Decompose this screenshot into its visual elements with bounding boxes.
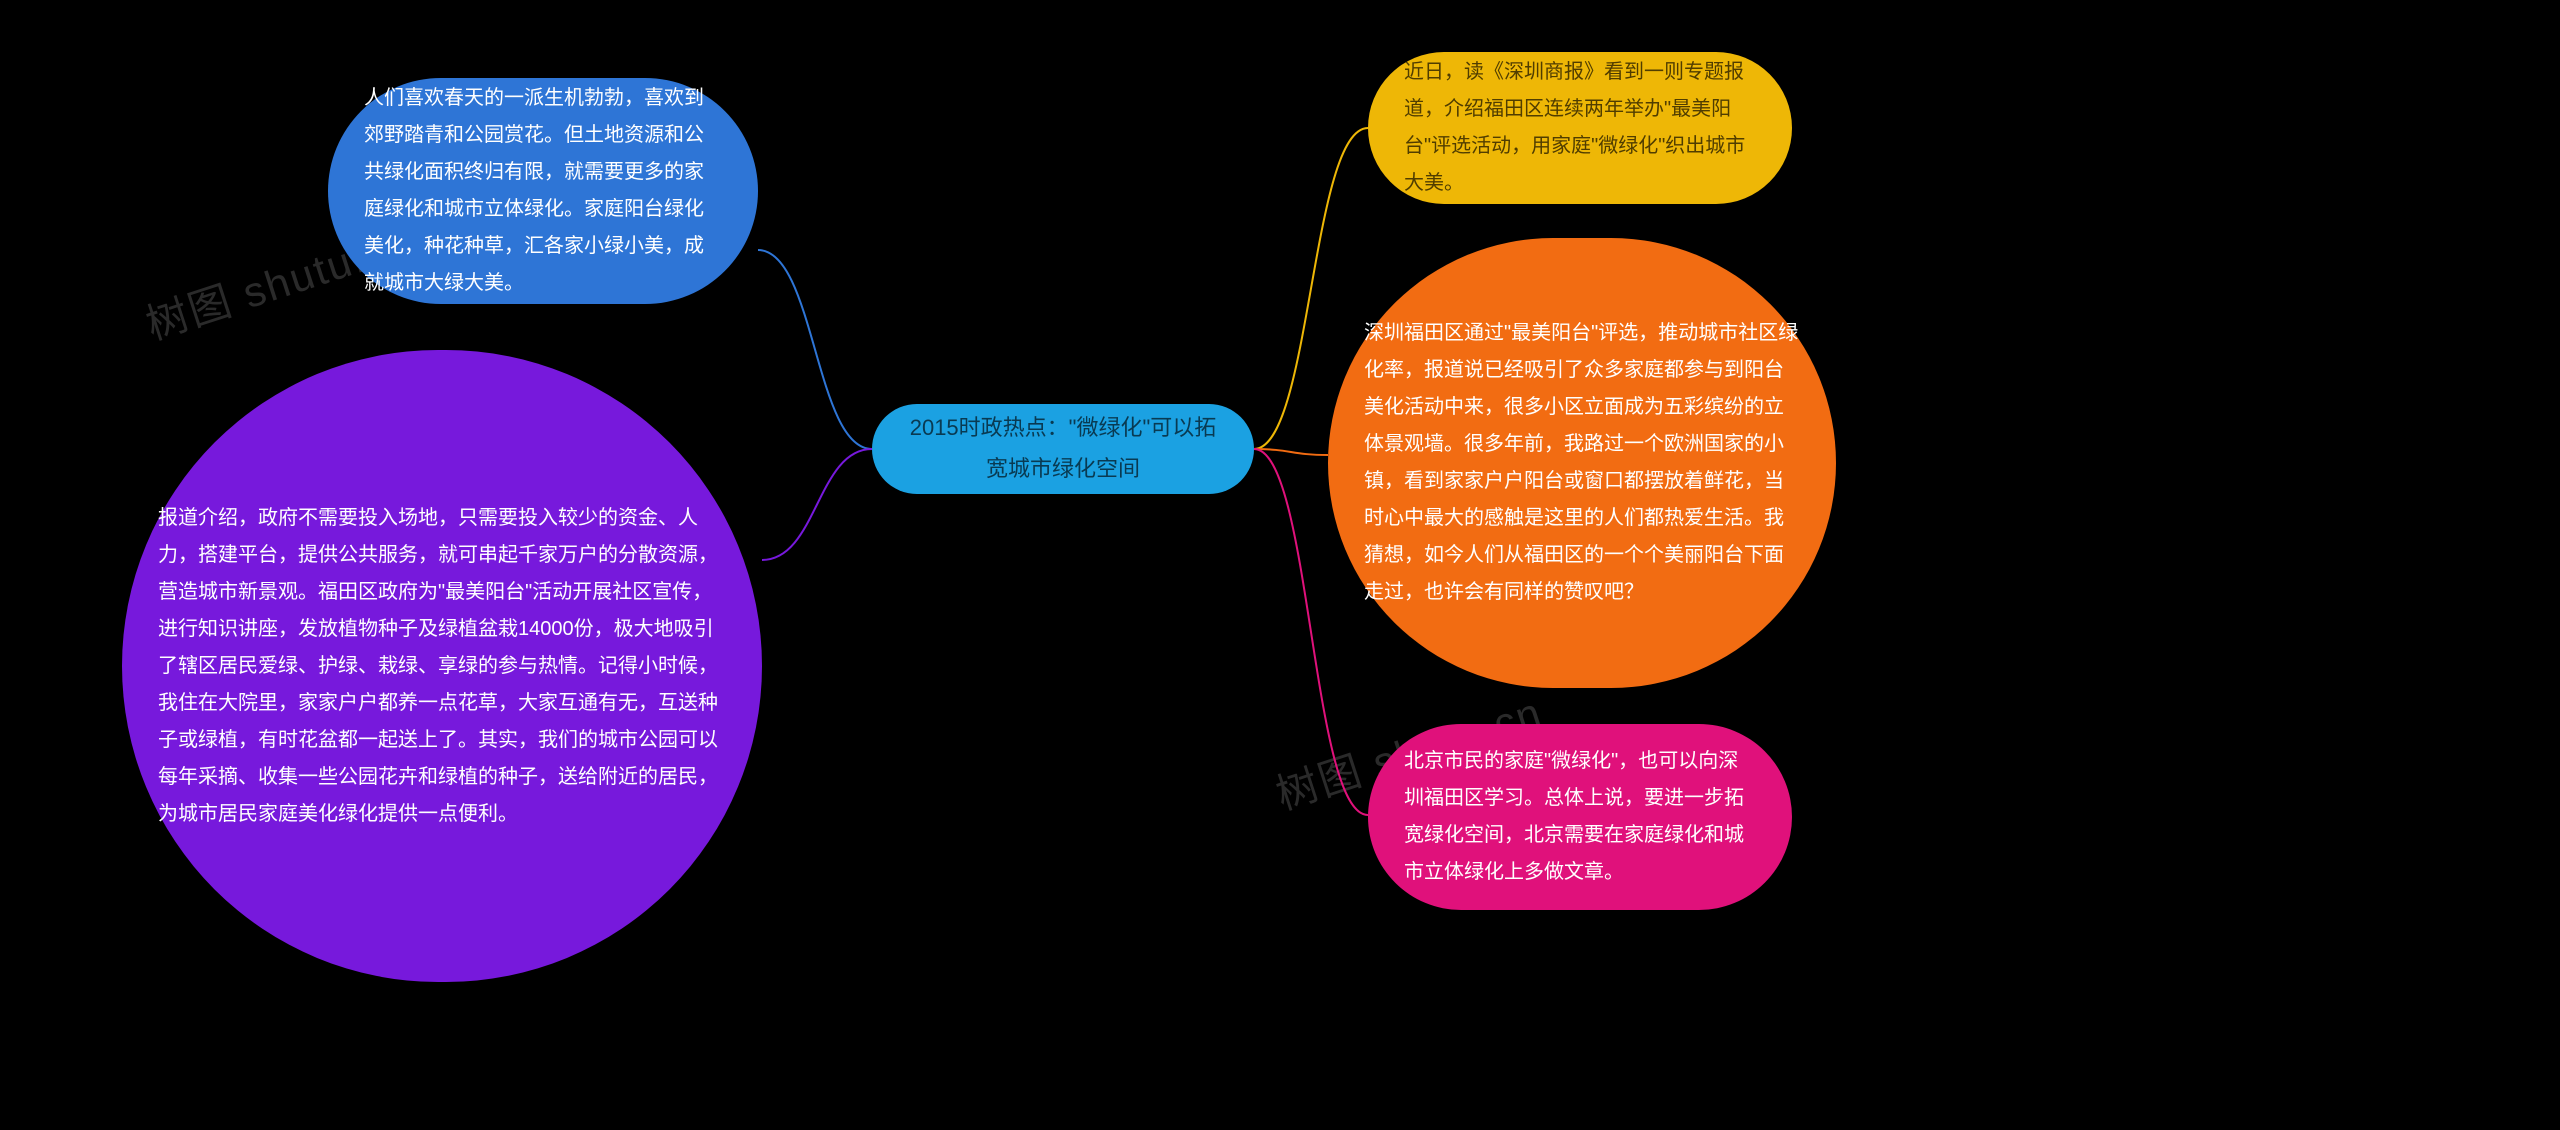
connector-blue <box>758 250 872 449</box>
branch-text-magenta: 北京市民的家庭"微绿化"，也可以向深圳福田区学习。总体上说，要进一步拓宽绿化空间… <box>1404 743 1756 891</box>
branch-node-yellow: 近日，读《深圳商报》看到一则专题报道，介绍福田区连续两年举办"最美阳台"评选活动… <box>1368 52 1792 204</box>
branch-node-orange: 深圳福田区通过"最美阳台"评选，推动城市社区绿化率，报道说已经吸引了众多家庭都参… <box>1328 238 1836 688</box>
branch-node-blue: 人们喜欢春天的一派生机勃勃，喜欢到郊野踏青和公园赏花。但土地资源和公共绿化面积终… <box>328 78 758 304</box>
branch-text-blue: 人们喜欢春天的一派生机勃勃，喜欢到郊野踏青和公园赏花。但土地资源和公共绿化面积终… <box>364 80 722 302</box>
branch-text-orange: 深圳福田区通过"最美阳台"评选，推动城市社区绿化率，报道说已经吸引了众多家庭都参… <box>1364 315 1800 611</box>
center-node: 2015时政热点："微绿化"可以拓宽城市绿化空间 <box>872 404 1254 494</box>
branch-node-purple: 报道介绍，政府不需要投入场地，只需要投入较少的资金、人力，搭建平台，提供公共服务… <box>122 350 762 982</box>
branch-text-yellow: 近日，读《深圳商报》看到一则专题报道，介绍福田区连续两年举办"最美阳台"评选活动… <box>1404 54 1756 202</box>
connector-orange <box>1254 449 1328 455</box>
connector-purple <box>762 449 872 560</box>
branch-text-purple: 报道介绍，政府不需要投入场地，只需要投入较少的资金、人力，搭建平台，提供公共服务… <box>158 500 726 833</box>
mindmap-canvas: 树图 shutu.cn 树图 shutu.cn 2015时政热点："微绿化"可以… <box>0 0 2560 1130</box>
center-node-text: 2015时政热点："微绿化"可以拓宽城市绿化空间 <box>908 408 1218 489</box>
branch-node-magenta: 北京市民的家庭"微绿化"，也可以向深圳福田区学习。总体上说，要进一步拓宽绿化空间… <box>1368 724 1792 910</box>
